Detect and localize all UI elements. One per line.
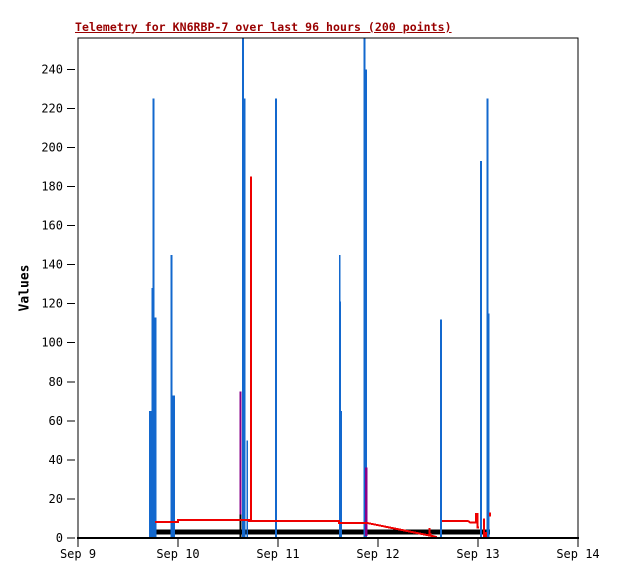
y-tick-label: 200 bbox=[41, 140, 63, 154]
chart-title: Telemetry for KN6RBP-7 over last 96 hour… bbox=[75, 20, 452, 34]
y-tick-label: 180 bbox=[41, 179, 63, 193]
y-tick-label: 160 bbox=[41, 219, 63, 233]
y-tick-label: 80 bbox=[49, 375, 63, 389]
red-line-segment bbox=[428, 528, 432, 536]
red-line-segment bbox=[155, 519, 438, 538]
x-tick-label: Sep 9 bbox=[60, 547, 96, 561]
series-blue bbox=[149, 38, 490, 538]
y-tick-label: 220 bbox=[41, 101, 63, 115]
y-tick-label: 60 bbox=[49, 414, 63, 428]
y-tick-label: 0 bbox=[56, 531, 63, 545]
x-axis-ticks: Sep 9 Sep 10 Sep 11 Sep 12 Sep 13 Sep 14 bbox=[60, 539, 600, 561]
plot-frame bbox=[77, 37, 579, 539]
y-tick-label: 140 bbox=[41, 258, 63, 272]
chart-series bbox=[149, 38, 491, 538]
x-tick-label: Sep 14 bbox=[556, 547, 599, 561]
x-tick-label: Sep 12 bbox=[356, 547, 399, 561]
y-tick-label: 20 bbox=[49, 492, 63, 506]
y-tick-label: 40 bbox=[49, 453, 63, 467]
red-line-segment bbox=[442, 512, 479, 529]
y-tick-label: 120 bbox=[41, 297, 63, 311]
y-tick-label: 100 bbox=[41, 336, 63, 350]
y-axis-ticks: 0 20 40 60 80 100 120 140 160 180 200 220 240 bbox=[41, 62, 75, 545]
series-red bbox=[155, 176, 491, 538]
x-tick-label: Sep 10 bbox=[156, 547, 199, 561]
red-line-segment bbox=[483, 518, 487, 538]
y-tick-label: 240 bbox=[41, 62, 63, 76]
x-tick-label: Sep 13 bbox=[456, 547, 499, 561]
series-purple bbox=[239, 391, 368, 537]
x-tick-label: Sep 11 bbox=[256, 547, 299, 561]
